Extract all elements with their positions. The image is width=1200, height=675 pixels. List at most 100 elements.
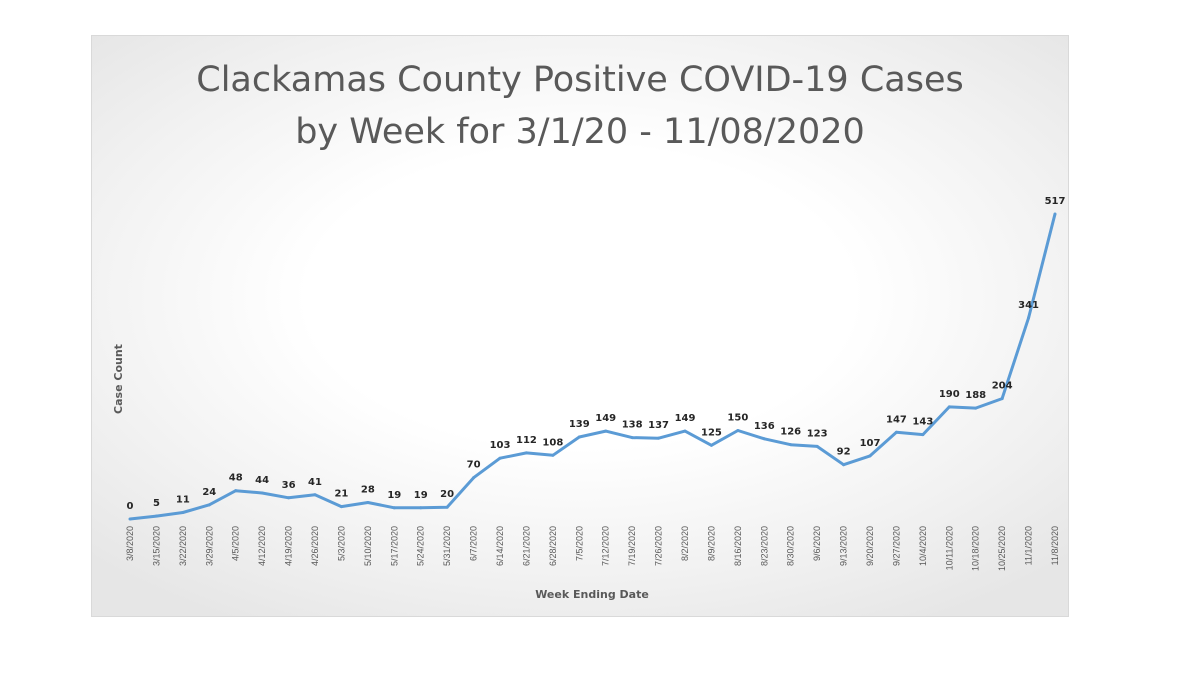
data-label: 19 — [387, 490, 401, 501]
data-point — [154, 514, 158, 518]
data-point — [762, 437, 766, 441]
x-tick-label: 8/16/2020 — [733, 526, 743, 566]
data-point — [128, 517, 132, 521]
x-tick-label: 10/25/2020 — [997, 526, 1007, 571]
data-label: 147 — [886, 414, 907, 425]
chart-frame: Clackamas County Positive COVID-19 Cases… — [91, 35, 1069, 617]
x-tick-label: 5/10/2020 — [363, 526, 373, 566]
data-label: 126 — [780, 427, 801, 438]
x-tick-label: 10/18/2020 — [971, 526, 981, 571]
data-label: 150 — [727, 413, 748, 424]
x-tick-label: 5/24/2020 — [416, 526, 426, 566]
x-tick-label: 3/29/2020 — [204, 526, 214, 566]
data-point — [815, 444, 819, 448]
data-label: 517 — [1045, 196, 1066, 207]
x-tick-label: 8/30/2020 — [786, 526, 796, 566]
chart-title-line-2: by Week for 3/1/20 - 11/08/2020 — [295, 112, 865, 152]
data-point — [207, 503, 211, 507]
data-point — [445, 505, 449, 509]
plot-area: 0 5 11 24 48 44 36 41 21 28 19 19 20 70 103 112 108 139 14… — [125, 196, 1065, 571]
data-label: 149 — [675, 413, 696, 424]
x-axis-title: Week Ending Date — [535, 588, 649, 601]
x-tick-label: 9/27/2020 — [891, 526, 901, 566]
data-point — [524, 451, 528, 455]
data-point — [260, 491, 264, 495]
data-label: 36 — [282, 480, 296, 491]
x-tick-label: 3/8/2020 — [125, 526, 135, 561]
data-label: 44 — [255, 475, 269, 486]
x-tick-label: 4/26/2020 — [310, 526, 320, 566]
data-label: 19 — [414, 490, 428, 501]
data-label: 92 — [837, 447, 851, 458]
data-label: 28 — [361, 484, 375, 495]
x-tick-label: 4/12/2020 — [257, 526, 267, 566]
data-point — [683, 429, 687, 433]
x-tick-label: 7/19/2020 — [627, 526, 637, 566]
x-tick-label: 11/1/2020 — [1024, 526, 1034, 565]
data-point — [842, 463, 846, 467]
x-tick-label: 4/5/2020 — [231, 526, 241, 561]
x-tick-label: 6/21/2020 — [521, 526, 531, 566]
data-point — [974, 406, 978, 410]
x-tick-label: 7/5/2020 — [574, 526, 584, 561]
x-tick-label: 9/13/2020 — [839, 526, 849, 566]
data-label: 0 — [127, 501, 134, 512]
x-tick-label: 3/15/2020 — [151, 526, 161, 566]
data-point — [1027, 316, 1031, 320]
data-label: 149 — [595, 413, 616, 424]
data-point — [287, 496, 291, 500]
data-point — [789, 443, 793, 447]
data-label: 125 — [701, 427, 722, 438]
data-label: 48 — [229, 473, 243, 484]
data-label: 188 — [965, 390, 986, 401]
x-tick-label: 6/14/2020 — [495, 526, 505, 566]
data-point — [366, 500, 370, 504]
y-axis-title: Case Count — [112, 344, 125, 414]
data-point — [498, 456, 502, 460]
data-point — [947, 405, 951, 409]
data-label: 341 — [1018, 300, 1039, 311]
data-point — [657, 436, 661, 440]
x-tick-label: 9/20/2020 — [865, 526, 875, 566]
data-point — [630, 436, 634, 440]
data-point — [1000, 397, 1004, 401]
data-point — [313, 493, 317, 497]
data-label: 21 — [334, 489, 348, 500]
data-label: 103 — [490, 440, 511, 451]
data-label: 139 — [569, 419, 590, 430]
x-tick-label: 8/23/2020 — [759, 526, 769, 566]
data-point — [339, 505, 343, 509]
data-point — [419, 506, 423, 510]
data-label: 5 — [153, 498, 160, 509]
data-point — [868, 454, 872, 458]
data-label: 20 — [440, 489, 454, 500]
x-tick-label: 5/31/2020 — [442, 526, 452, 566]
x-tick-label: 11/8/2020 — [1050, 526, 1060, 565]
data-point — [894, 430, 898, 434]
data-label: 11 — [176, 495, 190, 506]
data-label: 143 — [912, 417, 933, 428]
data-label: 107 — [860, 438, 881, 449]
data-label: 24 — [202, 487, 216, 498]
x-tick-label: 4/19/2020 — [284, 526, 294, 566]
data-label: 190 — [939, 389, 960, 400]
data-label: 204 — [992, 381, 1013, 392]
data-label: 41 — [308, 477, 322, 488]
chart-title-line-1: Clackamas County Positive COVID-19 Cases — [196, 60, 964, 100]
data-label: 70 — [467, 460, 481, 471]
data-point — [604, 429, 608, 433]
data-label: 136 — [754, 421, 775, 432]
data-point — [181, 511, 185, 515]
data-label: 112 — [516, 435, 537, 446]
x-tick-label: 8/9/2020 — [706, 526, 716, 561]
x-tick-label: 5/3/2020 — [336, 526, 346, 561]
line-chart: 0 5 11 24 48 44 36 41 21 28 19 19 20 70 103 112 108 139 14… — [112, 196, 1065, 601]
data-point — [577, 435, 581, 439]
data-point — [392, 506, 396, 510]
x-tick-label: 9/6/2020 — [812, 526, 822, 561]
data-point — [472, 476, 476, 480]
x-tick-label: 6/7/2020 — [469, 526, 479, 561]
data-point — [736, 429, 740, 432]
x-tick-label: 10/11/2020 — [944, 526, 954, 570]
data-point — [551, 453, 555, 457]
